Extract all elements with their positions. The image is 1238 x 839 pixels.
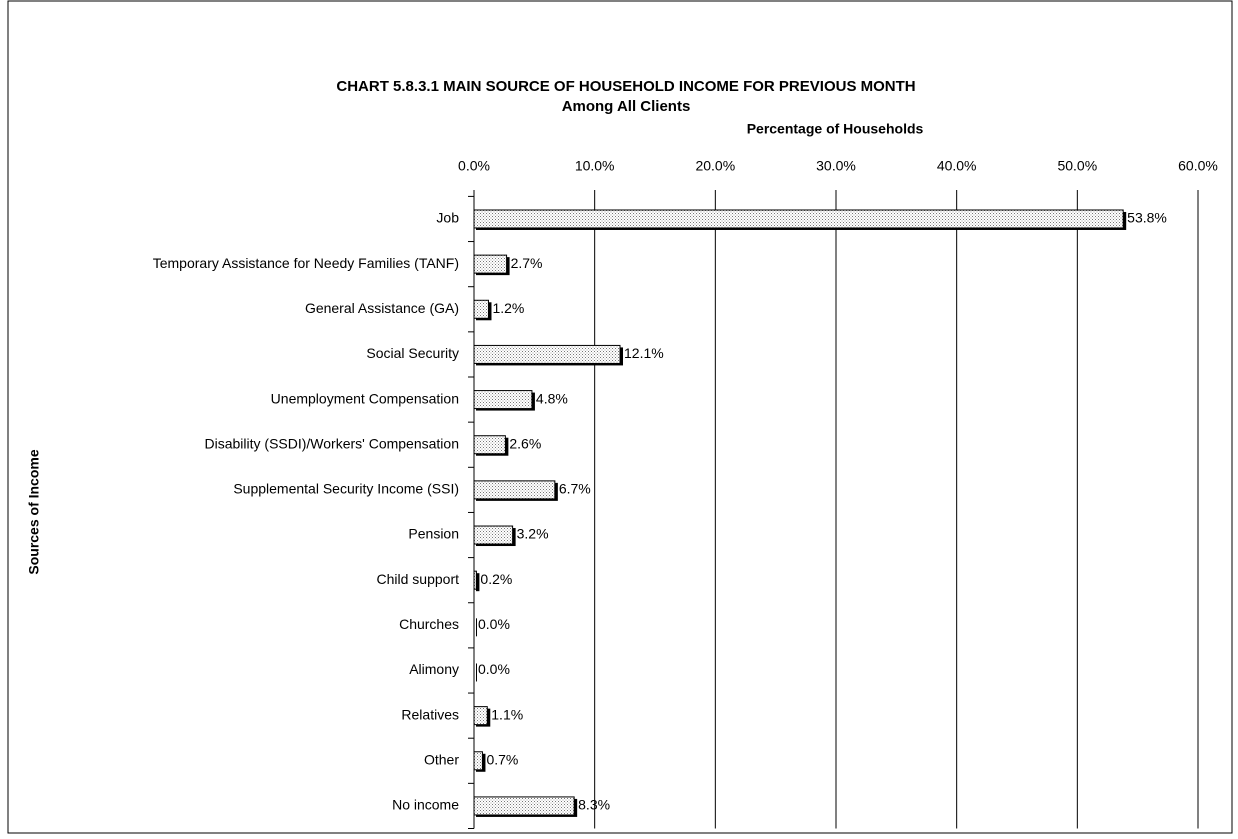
y-tick-label: Child support: [377, 571, 460, 587]
value-label: 8.3%: [578, 797, 610, 813]
value-label: 0.0%: [478, 661, 510, 677]
value-label: 0.7%: [486, 751, 518, 767]
value-label: 53.8%: [1127, 210, 1167, 226]
y-tick-label: Disability (SSDI)/Workers' Compensation: [205, 435, 460, 451]
y-tick-label: Pension: [408, 526, 459, 542]
bar: [473, 706, 488, 726]
bar: [473, 570, 477, 590]
value-label: 0.0%: [478, 616, 510, 632]
y-tick-label: No income: [392, 797, 459, 813]
value-label: 6.7%: [559, 481, 591, 497]
value-label: 0.2%: [480, 571, 512, 587]
bar: [473, 435, 506, 455]
bar-shadow: [476, 573, 480, 592]
x-tick-label: 40.0%: [937, 158, 977, 174]
chart-subtitle: Among All Clients: [562, 98, 691, 115]
value-label: 4.8%: [536, 390, 568, 406]
bar: [473, 254, 508, 274]
y-tick-label: Other: [424, 751, 459, 767]
y-tick-label: Unemployment Compensation: [271, 390, 459, 406]
value-label: 3.2%: [517, 526, 549, 542]
value-label: 2.7%: [511, 255, 543, 271]
y-tick-label: Supplemental Security Income (SSI): [233, 481, 459, 497]
y-tick-label: Job: [436, 210, 459, 226]
x-tick-label: 50.0%: [1057, 158, 1097, 174]
bar-shadow: [476, 618, 477, 637]
y-tick-label: Social Security: [366, 345, 459, 361]
bar: [473, 796, 575, 816]
chart-border: [7, 0, 1233, 834]
bar: [473, 480, 556, 500]
value-label: 2.6%: [509, 435, 541, 451]
x-axis-label: Percentage of Households: [747, 121, 924, 137]
bar: [473, 209, 1124, 229]
y-tick-label: Temporary Assistance for Needy Families …: [153, 255, 459, 271]
y-tick-label: Relatives: [401, 706, 459, 722]
value-label: 1.2%: [492, 300, 524, 316]
bar: [473, 390, 533, 410]
bar: [473, 751, 483, 771]
value-label: 1.1%: [491, 706, 523, 722]
x-tick-label: 30.0%: [816, 158, 856, 174]
x-tick-label: 10.0%: [575, 158, 615, 174]
chart-title: CHART 5.8.3.1 MAIN SOURCE OF HOUSEHOLD I…: [336, 78, 915, 95]
y-tick-label: Alimony: [409, 661, 459, 677]
bar-shadow: [476, 663, 477, 682]
y-axis-label: Sources of Income: [26, 449, 42, 574]
value-label: 12.1%: [624, 345, 664, 361]
x-tick-label: 20.0%: [695, 158, 735, 174]
x-tick-label: 0.0%: [458, 158, 490, 174]
bar: [473, 344, 621, 364]
bar: [473, 299, 489, 319]
bar: [473, 525, 514, 545]
y-tick-label: General Assistance (GA): [305, 300, 459, 316]
y-tick-label: Churches: [399, 616, 459, 632]
x-tick-label: 60.0%: [1178, 158, 1218, 174]
